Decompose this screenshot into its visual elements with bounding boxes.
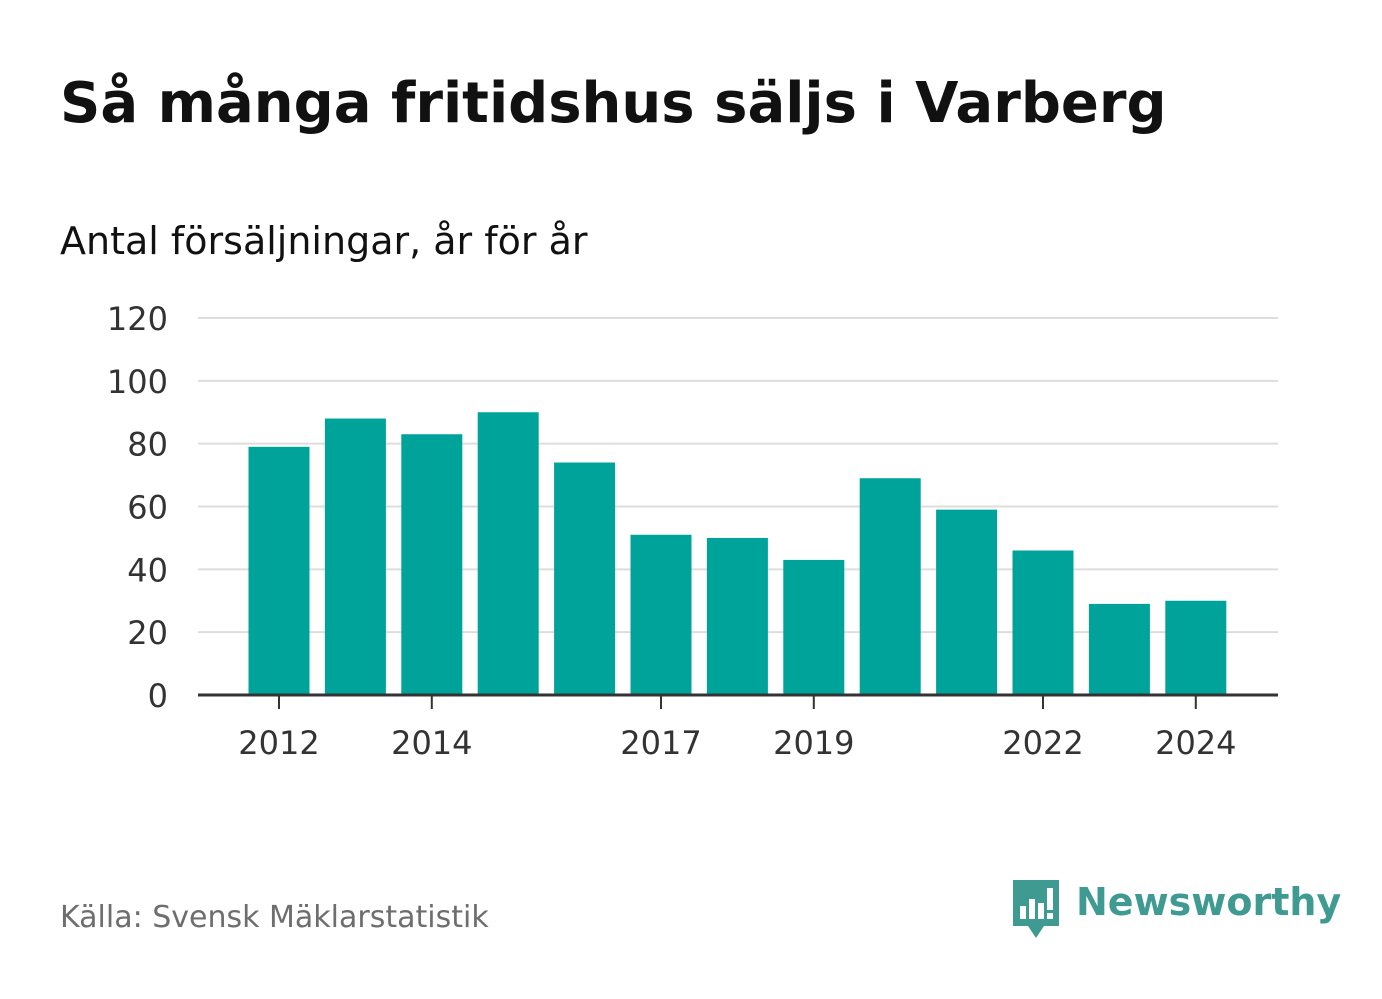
newsworthy-logo-icon xyxy=(1013,880,1059,938)
y-tick-label: 120 xyxy=(107,300,168,338)
y-tick-label: 0 xyxy=(148,677,168,715)
bar-2019 xyxy=(783,559,845,695)
chart-subtitle: Antal försäljningar, år för år xyxy=(60,219,588,263)
bar-2016 xyxy=(554,462,616,695)
bar-2024 xyxy=(1165,600,1227,695)
bar-2013 xyxy=(324,418,386,695)
y-tick-label: 80 xyxy=(127,426,168,464)
bar-2018 xyxy=(706,537,768,695)
x-tick-label: 2024 xyxy=(1155,724,1236,762)
bar-2017 xyxy=(630,534,692,695)
newsworthy-brand: Newsworthy xyxy=(1010,876,1341,940)
bar-chart: 0 20 40 60 80 100 120 2012 2014 2017 2019 2022 2024 xyxy=(107,300,1278,762)
y-tick-label: 40 xyxy=(127,551,168,589)
y-tick-label: 60 xyxy=(127,489,168,527)
bar-2021 xyxy=(936,509,998,695)
chart-title: Så många fritidshus säljs i Varberg xyxy=(60,71,1167,136)
x-tick-label: 2014 xyxy=(391,724,472,762)
x-tick-label: 2022 xyxy=(1002,724,1083,762)
x-tick-label: 2012 xyxy=(238,724,319,762)
axes: 0 20 40 60 80 100 120 2012 2014 2017 2019 2022 2024 xyxy=(107,300,1278,762)
x-tick-label: 2019 xyxy=(773,724,854,762)
y-tick-label: 100 xyxy=(107,363,168,401)
bar-2015 xyxy=(477,412,539,695)
bar-2014 xyxy=(401,434,463,695)
y-tick-label: 20 xyxy=(127,614,168,652)
bar-2023 xyxy=(1088,603,1150,695)
bar-2022 xyxy=(1012,550,1074,695)
brand-name: Newsworthy xyxy=(1076,880,1342,924)
source-note: Källa: Svensk Mäklarstatistik xyxy=(60,900,489,935)
bar-2012 xyxy=(248,446,310,695)
x-tick-label: 2017 xyxy=(620,724,701,762)
bars xyxy=(248,412,1227,695)
bar-2020 xyxy=(859,478,921,695)
